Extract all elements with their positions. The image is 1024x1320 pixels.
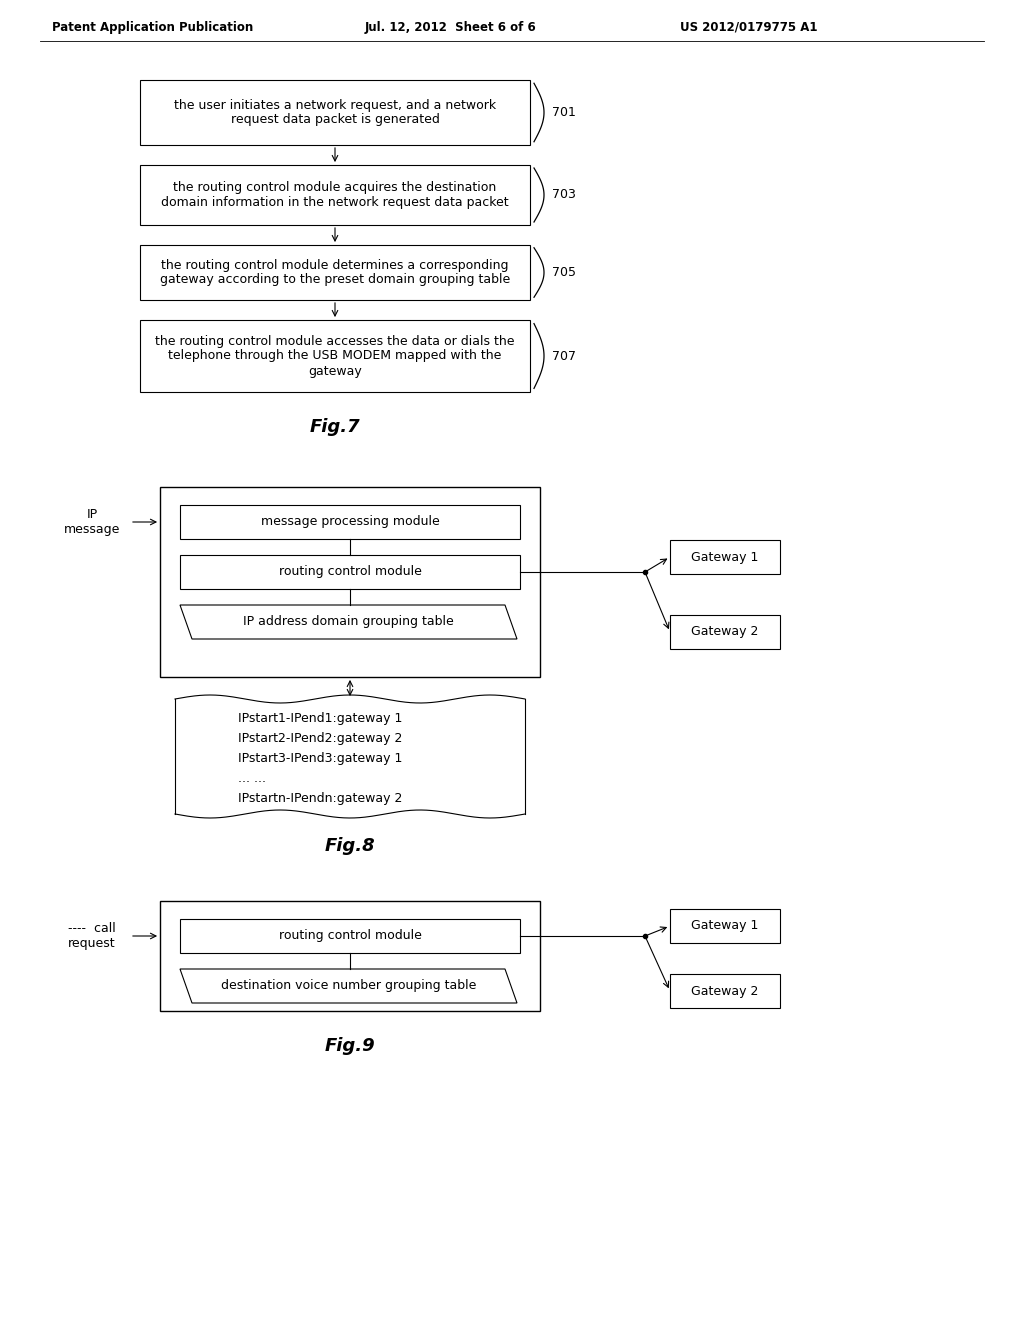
Text: routing control module: routing control module — [279, 929, 422, 942]
Bar — [140, 319, 530, 392]
Text: Gateway 2: Gateway 2 — [691, 626, 759, 639]
Bar — [180, 919, 520, 953]
Bar — [670, 540, 780, 574]
Text: Fig.9: Fig.9 — [325, 1038, 376, 1055]
Text: ----  call
request: ---- call request — [69, 921, 116, 950]
Text: Gateway 1: Gateway 1 — [691, 550, 759, 564]
Bar — [160, 487, 540, 677]
Text: Jul. 12, 2012  Sheet 6 of 6: Jul. 12, 2012 Sheet 6 of 6 — [365, 21, 537, 33]
Text: the routing control module determines a corresponding
gateway according to the p: the routing control module determines a … — [160, 259, 510, 286]
Text: Gateway 2: Gateway 2 — [691, 985, 759, 998]
Bar — [180, 554, 520, 589]
Bar — [140, 81, 530, 145]
Text: Fig.8: Fig.8 — [325, 837, 376, 855]
Bar — [670, 615, 780, 649]
Text: the user initiates a network request, and a network
request data packet is gener: the user initiates a network request, an… — [174, 99, 496, 127]
Text: IPstart3-IPend3:gateway 1: IPstart3-IPend3:gateway 1 — [238, 752, 402, 766]
Text: US 2012/0179775 A1: US 2012/0179775 A1 — [680, 21, 817, 33]
Text: 701: 701 — [552, 106, 575, 119]
Text: 707: 707 — [552, 350, 575, 363]
Bar — [140, 165, 530, 224]
Text: IPstart1-IPend1:gateway 1: IPstart1-IPend1:gateway 1 — [238, 713, 402, 725]
Text: destination voice number grouping table: destination voice number grouping table — [221, 979, 476, 993]
Polygon shape — [180, 605, 517, 639]
Text: the routing control module accesses the data or dials the
telephone through the : the routing control module accesses the … — [156, 334, 515, 378]
Text: Gateway 1: Gateway 1 — [691, 920, 759, 932]
Bar — [670, 909, 780, 942]
Text: ... ...: ... ... — [238, 772, 266, 785]
Bar — [670, 974, 780, 1008]
Text: 703: 703 — [552, 189, 575, 202]
Bar — [140, 246, 530, 300]
Polygon shape — [175, 704, 525, 810]
Text: Patent Application Publication: Patent Application Publication — [52, 21, 253, 33]
Text: the routing control module acquires the destination
domain information in the ne: the routing control module acquires the … — [161, 181, 509, 209]
Bar — [160, 902, 540, 1011]
Bar — [180, 506, 520, 539]
Text: IPstartn-IPendn:gateway 2: IPstartn-IPendn:gateway 2 — [238, 792, 402, 805]
Text: Fig.7: Fig.7 — [309, 418, 360, 436]
Text: message processing module: message processing module — [261, 516, 439, 528]
Text: IPstart2-IPend2:gateway 2: IPstart2-IPend2:gateway 2 — [238, 733, 402, 746]
Text: 705: 705 — [552, 267, 575, 279]
Text: IP
message: IP message — [63, 508, 120, 536]
Text: routing control module: routing control module — [279, 565, 422, 578]
Text: IP address domain grouping table: IP address domain grouping table — [243, 615, 454, 628]
Polygon shape — [180, 969, 517, 1003]
